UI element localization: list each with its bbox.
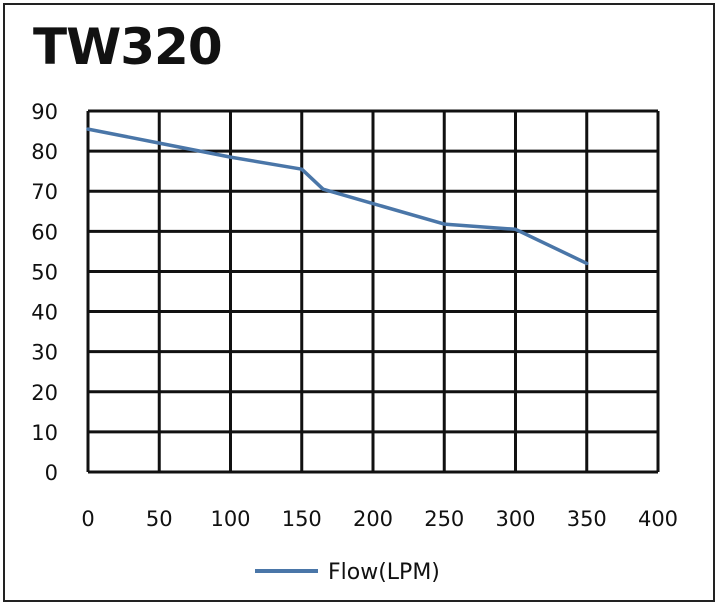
y-axis-ticks: 0 10 20 30 40 50 60 70 80 90 [31, 100, 58, 485]
chart-frame [3, 3, 715, 602]
x-tick-label: 250 [424, 507, 464, 531]
y-tick-label: 50 [31, 260, 58, 284]
legend: Flow(LPM) [255, 560, 440, 585]
y-tick-label: 20 [31, 381, 58, 405]
y-tick-label: 80 [31, 140, 58, 164]
x-tick-label: 300 [495, 507, 535, 531]
y-tick-label: 60 [31, 220, 58, 244]
chart-title: TW320 [33, 18, 223, 76]
y-tick-label: 70 [31, 180, 58, 204]
x-tick-label: 50 [146, 507, 173, 531]
y-tick-label: 40 [31, 301, 58, 325]
y-tick-label: 30 [31, 341, 58, 365]
x-tick-label: 150 [282, 507, 322, 531]
x-tick-label: 200 [353, 507, 393, 531]
series-line-flow [86, 127, 589, 266]
y-tick-label: 10 [31, 421, 58, 445]
x-tick-label: 350 [567, 507, 607, 531]
y-tick-label: 90 [31, 100, 58, 124]
grid [86, 109, 660, 474]
legend-label-flow: Flow(LPM) [328, 560, 440, 585]
x-tick-label: 400 [638, 507, 678, 531]
y-tick-label: 0 [45, 461, 58, 485]
x-axis-ticks: 0 50 100 150 200 250 300 350 400 [81, 507, 678, 531]
x-tick-label: 100 [210, 507, 250, 531]
x-tick-label: 0 [81, 507, 94, 531]
series [86, 127, 589, 266]
